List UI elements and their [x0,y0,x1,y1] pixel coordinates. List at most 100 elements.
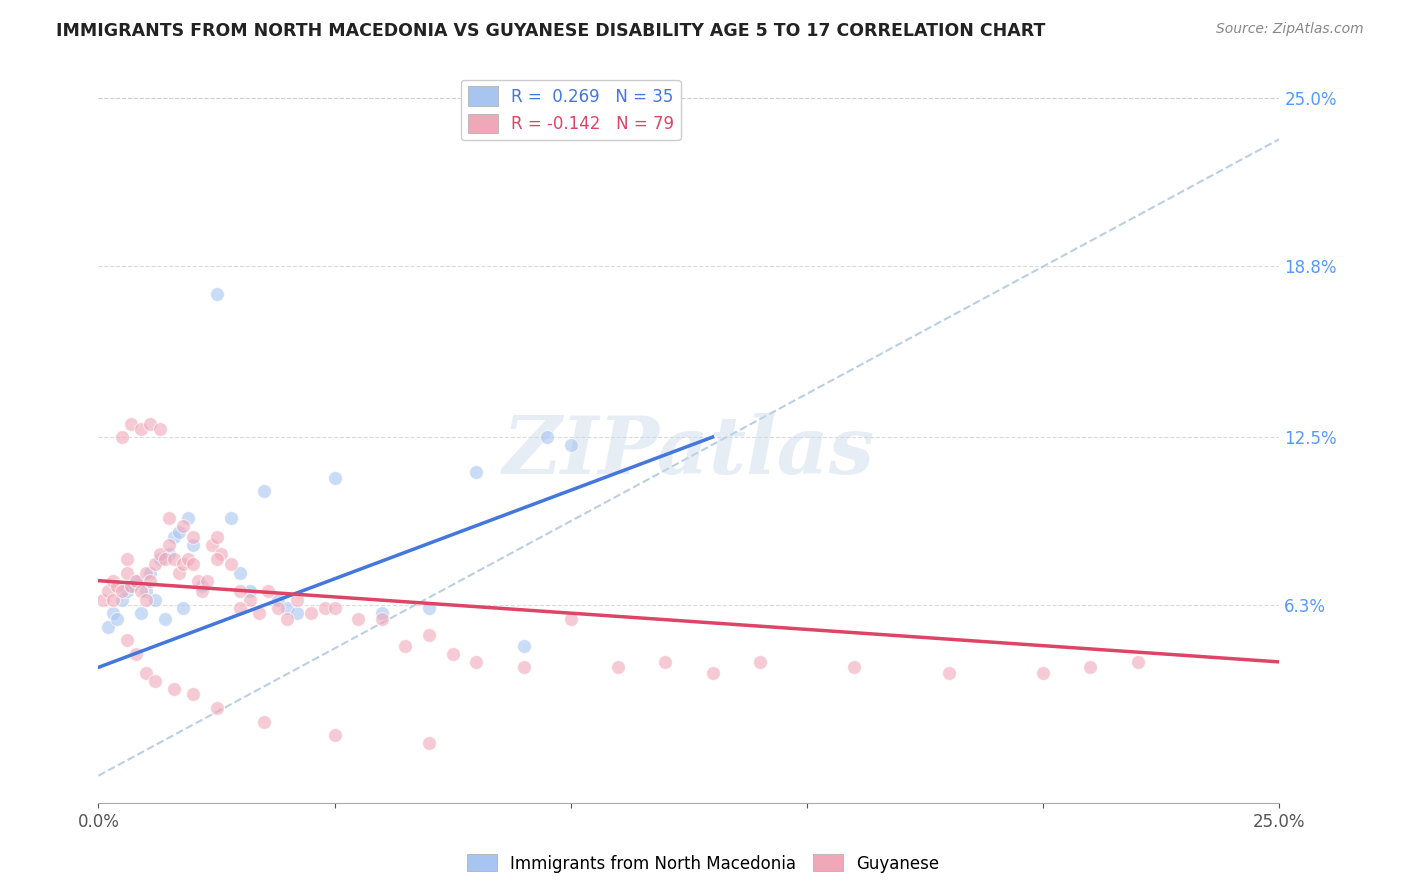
Point [125,647,148,661]
Point [205,286,228,301]
Point [195,574,218,588]
Point [129,606,152,620]
Point [172,600,194,615]
Point [239,592,262,607]
Point [139,566,162,580]
Point [101,592,124,607]
Point [135,665,157,680]
Point [209,547,232,561]
Point [187,574,209,588]
Point [1126,655,1149,669]
Point [219,558,242,572]
Point [97,584,120,599]
Point [139,417,162,431]
Point [285,592,308,607]
Point [229,584,252,599]
Point [177,511,200,525]
Point [172,519,194,533]
Point [607,660,630,674]
Point [560,611,582,625]
Point [371,606,394,620]
Point [191,579,214,593]
Point [418,628,440,642]
Point [135,592,157,607]
Point [229,600,252,615]
Point [172,558,194,572]
Point [177,552,200,566]
Point [129,584,152,599]
Point [748,655,770,669]
Point [253,484,276,499]
Point [1080,660,1102,674]
Point [125,574,148,588]
Point [149,552,172,566]
Point [205,530,228,544]
Point [157,538,180,552]
Point [149,422,172,436]
Legend: Immigrants from North Macedonia, Guyanese: Immigrants from North Macedonia, Guyanes… [460,847,946,880]
Point [115,566,138,580]
Point [111,584,134,599]
Point [465,655,488,669]
Point [205,552,228,566]
Point [285,606,308,620]
Point [441,647,464,661]
Point [115,552,138,566]
Point [323,600,346,615]
Point [163,552,186,566]
Point [105,579,128,593]
Point [465,465,488,479]
Point [135,584,157,599]
Point [276,600,298,615]
Point [702,665,724,680]
Point [149,547,172,561]
Point [938,665,960,680]
Point [143,592,166,607]
Point [323,471,346,485]
Point [129,422,152,436]
Point [167,524,190,539]
Point [139,574,162,588]
Point [157,511,180,525]
Point [267,600,290,615]
Point [314,600,336,615]
Point [201,538,224,552]
Point [111,430,134,444]
Point [299,606,322,620]
Point [115,633,138,648]
Point [205,701,228,715]
Point [143,558,166,572]
Point [191,584,214,599]
Point [143,673,166,688]
Point [115,584,138,599]
Point [844,660,866,674]
Point [101,574,124,588]
Point [181,558,204,572]
Point [121,579,143,593]
Point [101,606,124,620]
Point [560,438,582,452]
Point [654,655,676,669]
Point [418,736,440,750]
Point [323,728,346,742]
Point [181,688,204,702]
Point [536,430,558,444]
Point [512,639,534,653]
Text: Source: ZipAtlas.com: Source: ZipAtlas.com [1216,22,1364,37]
Point [512,660,534,674]
Point [125,574,148,588]
Point [276,611,298,625]
Text: IMMIGRANTS FROM NORTH MACEDONIA VS GUYANESE DISABILITY AGE 5 TO 17 CORRELATION C: IMMIGRANTS FROM NORTH MACEDONIA VS GUYAN… [56,22,1046,40]
Point [105,611,128,625]
Legend: R =  0.269   N = 35, R = -0.142   N = 79: R = 0.269 N = 35, R = -0.142 N = 79 [461,79,681,140]
Point [371,611,394,625]
Point [267,592,290,607]
Point [135,566,157,580]
Text: ZIPatlas: ZIPatlas [503,413,875,491]
Point [229,566,252,580]
Point [247,606,270,620]
Point [121,417,143,431]
Point [219,511,242,525]
Point [257,584,280,599]
Point [181,530,204,544]
